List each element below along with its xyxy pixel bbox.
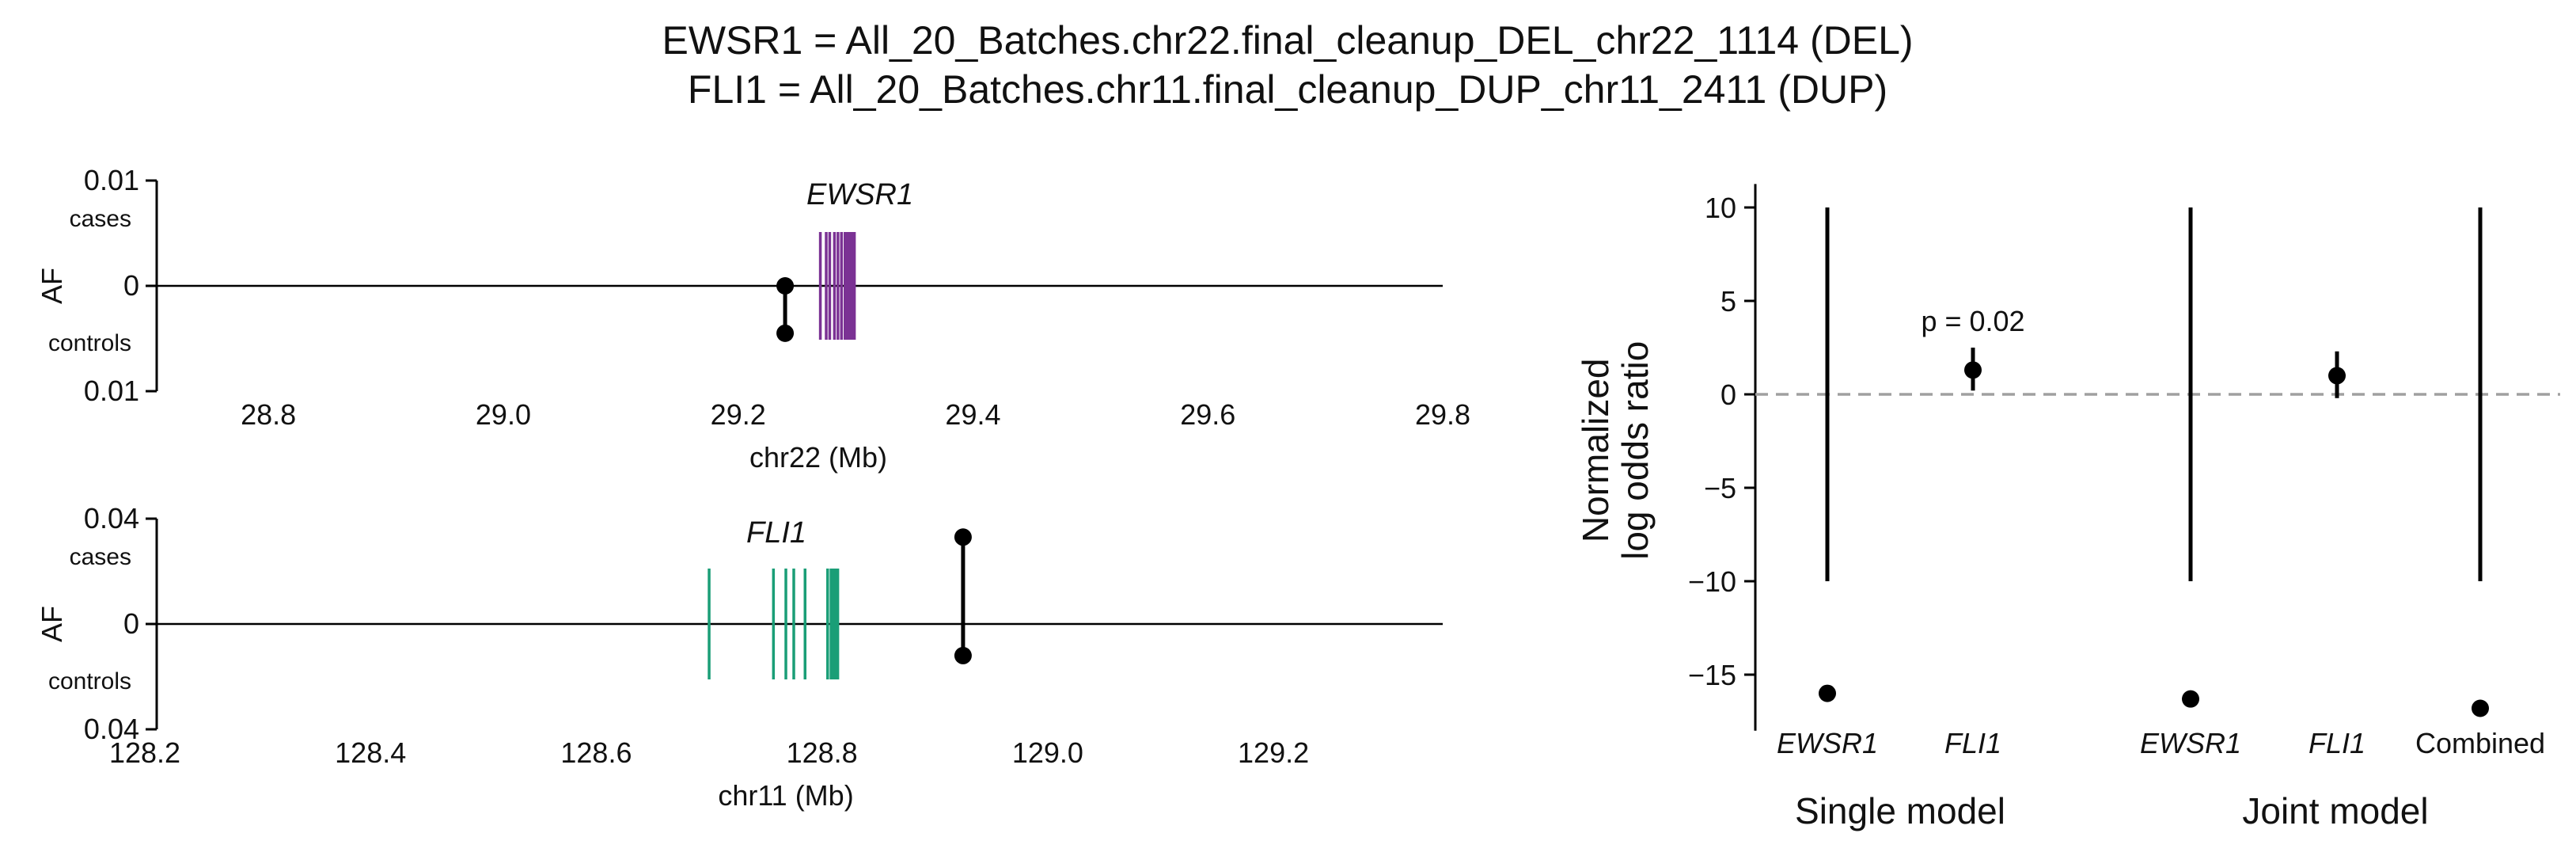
x-tick-label: 129.2 — [1238, 736, 1309, 769]
y-tick-label: 0 — [1720, 379, 1736, 411]
estimate-point — [2328, 367, 2346, 385]
cases-label: cases — [70, 206, 131, 232]
estimate-point — [2182, 690, 2199, 708]
y-axis-title: AF — [36, 268, 68, 304]
cases-af-point — [954, 528, 972, 546]
y-tick-label: 0 — [123, 269, 139, 302]
y-axis-title-line-2: log odds ratio — [1614, 341, 1656, 560]
x-tick-label: 128.2 — [109, 736, 180, 769]
x-tick-label: 128.8 — [787, 736, 858, 769]
y-tick-label: 0.01 — [84, 375, 139, 407]
cases-label: cases — [70, 544, 131, 570]
x-tick-label: 29.2 — [711, 398, 766, 431]
figure-title-line-1: EWSR1 = All_20_Batches.chr22.final_clean… — [662, 18, 1913, 63]
gene-label: FLI1 — [746, 516, 806, 550]
y-tick-label: −5 — [1704, 472, 1736, 504]
y-tick-label: −10 — [1688, 565, 1736, 598]
x-axis-title: chr11 (Mb) — [718, 779, 853, 812]
x-tick-label: 29.8 — [1415, 398, 1470, 431]
y-tick-label: 0.04 — [84, 713, 139, 745]
y-tick-label: −15 — [1688, 659, 1736, 691]
x-tick-label: 129.0 — [1012, 736, 1083, 769]
controls-af-point — [776, 324, 795, 342]
x-tick-label: 128.4 — [335, 736, 406, 769]
estimate-point — [1819, 684, 1836, 702]
category-label: FLI1 — [1944, 727, 2001, 759]
category-label: EWSR1 — [1777, 727, 1878, 759]
y-tick-label: 0.04 — [84, 502, 139, 535]
fli1-locus-panel: 0.04 0 0.04 cases controls AF 128.2 128.4 128.6 1… — [36, 502, 1443, 812]
y-axis-title: AF — [36, 606, 68, 642]
figure-title-line-2: FLI1 = All_20_Batches.chr11.final_cleanu… — [688, 67, 1887, 112]
x-tick-label: 29.0 — [476, 398, 531, 431]
x-axis-title: chr22 (Mb) — [749, 441, 887, 474]
cases-af-point — [776, 277, 795, 295]
gene-label: EWSR1 — [806, 178, 913, 211]
y-tick-label: 5 — [1720, 285, 1736, 318]
category-label: FLI1 — [2309, 727, 2365, 759]
y-axis-title-line-1: Normalized — [1575, 358, 1616, 542]
x-tick-label: 29.6 — [1180, 398, 1235, 431]
ewsr1-locus-panel: 0.01 0 0.01 cases controls AF 28.8 29.0 29.2 29.4… — [36, 164, 1470, 474]
category-label: EWSR1 — [2140, 727, 2241, 759]
x-tick-label: 128.6 — [560, 736, 632, 769]
y-tick-label: 10 — [1705, 192, 1736, 224]
p-value-annotation: p = 0.02 — [1921, 305, 2024, 337]
controls-label: controls — [48, 668, 131, 694]
x-tick-label: 29.4 — [945, 398, 1000, 431]
controls-label: controls — [48, 330, 131, 356]
category-label: Combined — [2415, 727, 2545, 759]
x-tick-label: 28.8 — [241, 398, 296, 431]
group-label-joint-model: Joint model — [2242, 790, 2428, 831]
estimate-point — [2472, 699, 2489, 717]
estimate-point — [1964, 361, 1982, 379]
y-tick-label: 0 — [123, 607, 139, 640]
y-tick-label: 0.01 — [84, 164, 139, 196]
group-label-single-model: Single model — [1795, 790, 2005, 831]
controls-af-point — [954, 646, 972, 664]
